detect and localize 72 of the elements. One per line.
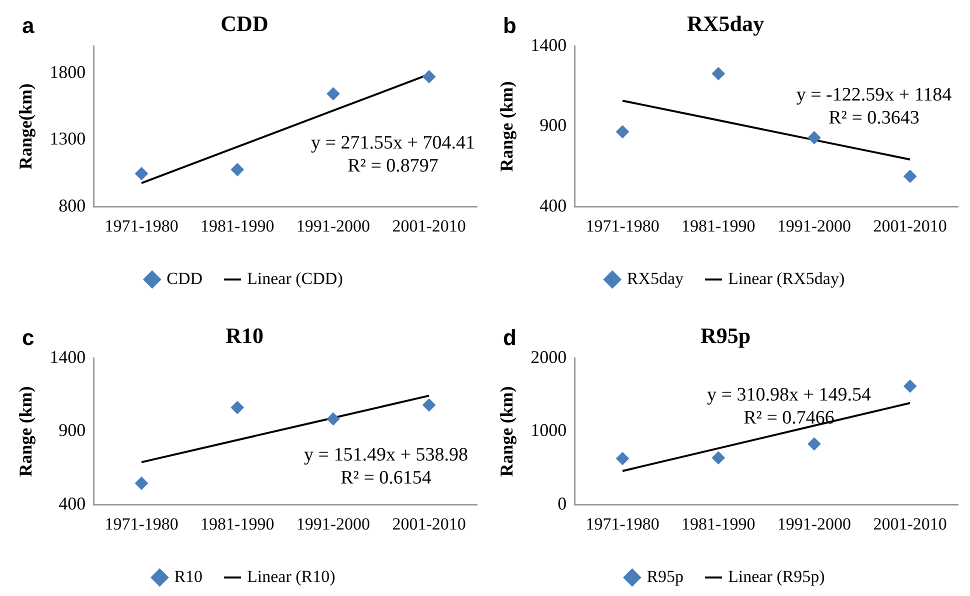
y-tick-label: 800 (58, 195, 86, 216)
point (616, 125, 630, 138)
chart-title: CDD (220, 10, 268, 36)
point (808, 437, 821, 450)
point (712, 451, 725, 464)
point (422, 398, 436, 412)
annotation: y = 151.49x + 538.98 (304, 444, 468, 466)
y-tick-label: 1300 (50, 128, 86, 149)
chart-title: R10 (226, 322, 264, 348)
legend-label: Linear (RX5day) (728, 268, 845, 288)
y-tick-label: 900 (540, 115, 567, 136)
point (135, 476, 148, 490)
y-tick-label: 1400 (530, 35, 567, 56)
legend-label: R10 (174, 566, 203, 586)
legend-label: CDD (166, 268, 203, 288)
y-axis-title: Range (km) (496, 386, 516, 477)
x-tick-label: 1981-1990 (682, 514, 756, 534)
x-tick-label: 1981-1990 (682, 216, 756, 236)
annotation: R² = 0.7466 (744, 407, 834, 428)
legend-label: Linear (CDD) (247, 268, 343, 288)
annotation: y = -122.59x + 1184 (796, 84, 952, 106)
y-tick-label: 2000 (530, 347, 567, 368)
x-tick-label: 2001-2010 (873, 514, 947, 534)
point (326, 87, 340, 100)
point (712, 67, 725, 80)
y-tick-label: 1800 (50, 62, 86, 82)
x-tick-label: 1981-1990 (200, 514, 274, 534)
annotation: y = 271.55x + 704.41 (311, 132, 475, 154)
text: a (22, 13, 35, 38)
x-tick-label: 2001-2010 (873, 216, 947, 236)
annotation: y = 310.98x + 149.54 (707, 384, 872, 406)
x-tick-label: 1991-2000 (777, 514, 852, 534)
y-axis-title: Range (km) (496, 81, 516, 172)
x-tick-label: 1981-1990 (200, 216, 274, 236)
x-tick-label: 1991-2000 (296, 216, 370, 236)
x-tick-label: 1971-1980 (104, 216, 178, 236)
point (135, 167, 148, 180)
x-tick-label: 2001-2010 (392, 514, 466, 534)
y-tick-label: 400 (540, 195, 567, 216)
legend-label: Linear (R10) (247, 566, 336, 586)
y-axis-title: Range (km) (15, 386, 36, 477)
text: b (503, 13, 516, 38)
legend-label: R95p (646, 566, 684, 586)
y-tick-label: 1000 (530, 420, 567, 440)
y-tick-label: 0 (558, 493, 567, 514)
text: c (22, 325, 34, 350)
point (230, 401, 244, 414)
y-axis-title: Range(km) (15, 84, 36, 170)
x-tick-label: 1991-2000 (777, 216, 852, 236)
x-tick-label: 1971-1980 (586, 216, 660, 236)
point (422, 70, 436, 84)
text: d (503, 325, 516, 350)
annotation: R² = 0.6154 (340, 467, 432, 488)
x-tick-label: 1991-2000 (296, 514, 370, 534)
legend-label: RX5day (626, 268, 684, 288)
point (904, 170, 917, 183)
point (230, 163, 244, 176)
annotation: R² = 0.8797 (348, 155, 438, 176)
chart-title: R95p (700, 322, 751, 348)
legend-label: Linear (R95p) (728, 566, 825, 586)
point (616, 452, 630, 466)
y-tick-label: 1400 (50, 347, 86, 368)
x-tick-label: 1971-1980 (104, 514, 178, 534)
y-tick-label: 900 (58, 420, 86, 440)
point (326, 412, 340, 426)
annotation: R² = 0.3643 (828, 107, 920, 128)
y-tick-label: 400 (58, 493, 86, 514)
x-tick-label: 2001-2010 (392, 216, 466, 236)
x-tick-label: 1971-1980 (586, 514, 660, 534)
point (904, 380, 917, 393)
chart-title: RX5day (686, 10, 764, 36)
point (808, 131, 821, 144)
